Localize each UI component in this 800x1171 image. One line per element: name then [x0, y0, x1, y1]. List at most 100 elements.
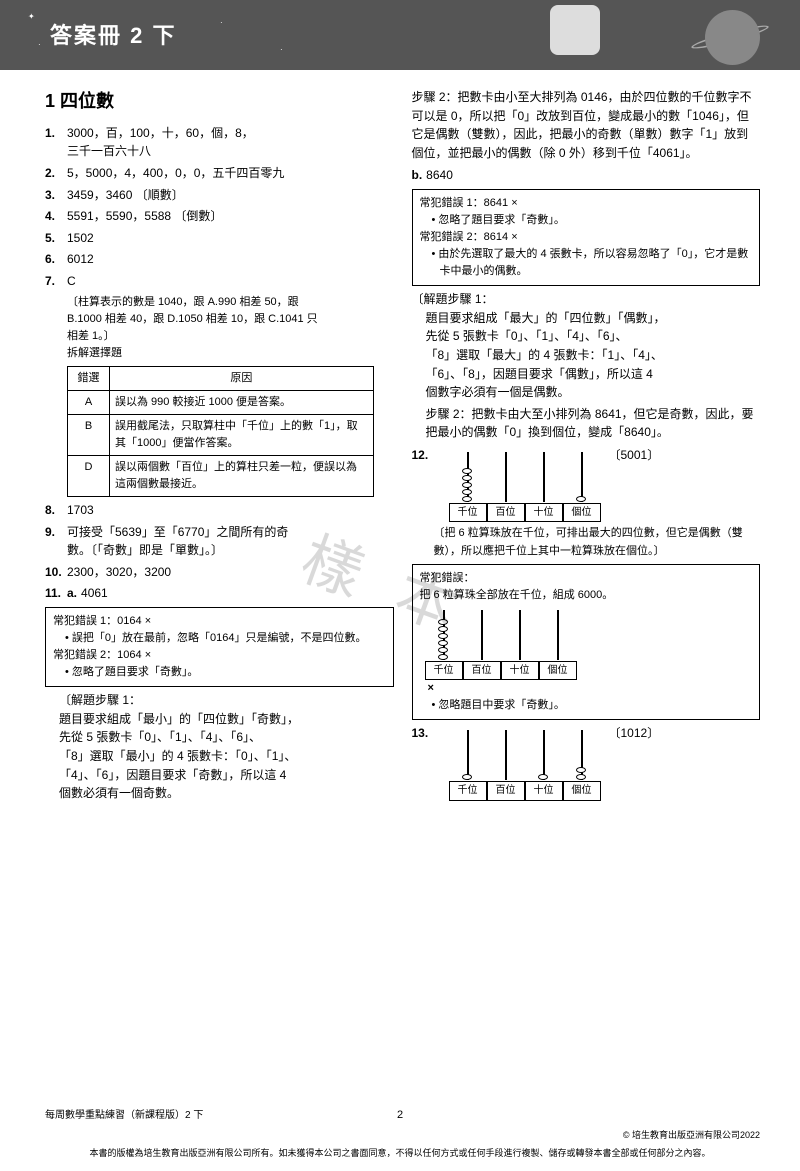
disclaimer: 本書的版權為培生教育出版亞洲有限公司所有。如未獲得本公司之書面同意，不得以任何方… [0, 1146, 800, 1159]
footer-book-title: 每周數學重點練習（新課程版）2 下 [45, 1106, 203, 1121]
sub-label: b. [412, 168, 423, 182]
answer-text: 3000，百，100，十，60，個，8， [67, 124, 394, 143]
answer-text: 3459，3460 〔順數〕 [67, 186, 394, 205]
place-label: 百位 [487, 781, 525, 801]
answer-text: 8640 [426, 168, 453, 182]
item-number: 1. [45, 124, 67, 161]
answer-item: 2.5，5000，4，400，0，0，五千四百零九 [45, 164, 394, 183]
step-text: 「8」選取「最小」的 4 張數卡：「0」、「1」、 [59, 747, 394, 766]
robot-icon [550, 5, 600, 55]
box-bullet: • 忽略了題目要求「奇數」。 [432, 212, 753, 229]
cell: D [68, 456, 110, 497]
answer-item: 1. 3000，百，100，十，60，個，8， 三千一百六十八 [45, 124, 394, 161]
step-text: 先從 5 張數卡「0」、「1」、「4」、「6」、 [59, 728, 394, 747]
item-number: 13. [412, 724, 434, 801]
abacus-diagram: 千位 百位 十位 個位 × [420, 610, 753, 698]
answer-item: 10.2300，3020，3200 [45, 563, 394, 582]
copyright: © 培生教育出版亞洲有限公司2022 [623, 1128, 760, 1141]
content: 1 四位數 1. 3000，百，100，十，60，個，8， 三千一百六十八 2.… [0, 70, 800, 814]
box-bullet: • 忽略了題目要求「奇數」。 [65, 664, 386, 681]
place-label: 千位 [449, 781, 487, 801]
planet-icon [705, 10, 760, 65]
mistake-box: 常犯錯誤 1：0164 × • 誤把「0」放在最前，忽略「0164」只是編號，不… [45, 607, 394, 687]
mistake-box: 常犯錯誤 1：8641 × • 忽略了題目要求「奇數」。 常犯錯誤 2：8614… [412, 189, 761, 286]
box-bullet: • 誤把「0」放在最前，忽略「0164」只是編號，不是四位數。 [65, 630, 386, 647]
answer-text: 4061 [81, 586, 108, 600]
place-label: 十位 [525, 781, 563, 801]
section-title: 1 四位數 [45, 88, 394, 116]
box-bullet: • 由於先選取了最大的 4 張數卡，所以容易忽略了「0」，它才是數卡中最小的偶數… [432, 246, 753, 280]
answer-item: 13. 千位 百位 [412, 724, 761, 801]
answer-item: 11.a.4061 [45, 584, 394, 603]
note: 〔把 6 粒算珠放在千位，可排出最大的四位數，但它是偶數（雙數），所以應把千位上… [434, 525, 761, 559]
step-text: 「4」、「6」，因題目要求「奇數」，所以這 4 [59, 766, 394, 785]
cell: A [68, 390, 110, 414]
header-cell: 原因 [110, 366, 374, 390]
place-label: 個位 [563, 781, 601, 801]
answer-text: 1502 [67, 229, 394, 248]
place-label: 千位 [425, 661, 463, 681]
answer-item: 7.C [45, 272, 394, 291]
answer-item: 6.6012 [45, 250, 394, 269]
box-line: 把 6 粒算珠全部放在千位，組成 6000。 [420, 587, 753, 604]
mistake-table: 錯選原因 A誤以為 990 較接近 1000 便是答案。 B誤用截尾法，只取算柱… [67, 366, 374, 497]
answer-text: 三千一百六十八 [67, 142, 394, 161]
item-number: 12. [412, 446, 434, 560]
answer-text: 6012 [67, 250, 394, 269]
cross-icon: × [428, 682, 434, 694]
table-title: 拆解選擇題 [67, 345, 394, 362]
abacus-diagram: 千位 百位 十位 個位 [434, 446, 601, 523]
cell: 誤以為 990 較接近 1000 便是答案。 [110, 390, 374, 414]
answer-text: C [67, 272, 394, 291]
header-cell: 錯選 [68, 366, 110, 390]
step-text: 「8」選取「最大」的 4 張數卡：「1」、「4」、 [426, 346, 761, 365]
answer-item: 3.3459，3460 〔順數〕 [45, 186, 394, 205]
place-label: 百位 [463, 661, 501, 681]
right-column: 步驟 2：把數卡由小至大排列為 0146，由於四位數的千位數字不可以是 0，所以… [412, 88, 761, 804]
answer-item: 5.1502 [45, 229, 394, 248]
paragraph: 步驟 2：把數卡由小至大排列為 0146，由於四位數的千位數字不可以是 0，所以… [412, 88, 761, 162]
note: 相差 1。〕 [67, 328, 394, 345]
box-line: 常犯錯誤 1：0164 × [53, 613, 386, 630]
answer-text: 5591，5590，5588 〔倒數〕 [67, 207, 394, 226]
step-text: 步驟 2：把數卡由大至小排列為 8641，但它是奇數，因此，要把最小的偶數「0」… [426, 405, 761, 442]
cell: 誤以兩個數「百位」上的算柱只差一粒，便誤以為這兩個數最接近。 [110, 456, 374, 497]
header-banner: ✦ · · · 答案冊 2 下 [0, 0, 800, 70]
cell: 誤用截尾法，只取算柱中「千位」上的數「1」，取其「1000」便當作答案。 [110, 414, 374, 455]
step-text: 個數字必須有一個是偶數。 [426, 383, 761, 402]
step-text: 〔解題步驟 1： [59, 691, 394, 710]
place-label: 十位 [525, 503, 563, 523]
answer-item: 12. 千位 百位 [412, 446, 761, 560]
answer-text: 2300，3020，3200 [67, 563, 394, 582]
answer-item: b.8640 [412, 166, 761, 185]
answer-text: 1703 [67, 501, 394, 520]
place-label: 個位 [539, 661, 577, 681]
abacus-diagram: 千位 百位 十位 個位 [434, 724, 601, 801]
answer-text: 數。〔「奇數」即是「單數」。〕 [67, 541, 394, 560]
answer-item: 9.可接受「5639」至「6770」之間所有的奇數。〔「奇數」即是「單數」。〕 [45, 523, 394, 560]
note: B.1000 相差 40，跟 D.1050 相差 10，跟 C.1041 只 [67, 311, 394, 328]
note: 〔柱算表示的數是 1040，跟 A.990 相差 50，跟 [67, 294, 394, 311]
box-line: 常犯錯誤 1：8641 × [420, 195, 753, 212]
answer-text: 〔1012〕 [609, 724, 660, 743]
box-line: 常犯錯誤： [420, 570, 753, 587]
step-text: 〔解題步驟 1： [412, 290, 761, 309]
cell: B [68, 414, 110, 455]
answer-text: 5，5000，4，400，0，0，五千四百零九 [67, 164, 394, 183]
header-title: 答案冊 2 下 [50, 18, 770, 50]
place-label: 十位 [501, 661, 539, 681]
page-number: 2 [397, 1109, 403, 1121]
step-text: 題目要求組成「最小」的「四位數」「奇數」， [59, 710, 394, 729]
star-icon: · [280, 45, 283, 54]
star-icon: · [38, 40, 41, 49]
answer-item: 4.5591，5590，5588 〔倒數〕 [45, 207, 394, 226]
left-column: 1 四位數 1. 3000，百，100，十，60，個，8， 三千一百六十八 2.… [45, 88, 394, 804]
box-bullet: • 忽略題目中要求「奇數」。 [432, 697, 753, 714]
answer-text: 可接受「5639」至「6770」之間所有的奇 [67, 523, 394, 542]
page: ✦ · · · 答案冊 2 下 樣本 1 四位數 1. 3000，百，100，十… [0, 0, 800, 1171]
box-line: 常犯錯誤 2：1064 × [53, 647, 386, 664]
sub-label: a. [67, 586, 77, 600]
answer-text: 〔5001〕 [609, 446, 660, 465]
mistake-box: 常犯錯誤： 把 6 粒算珠全部放在千位，組成 6000。 千位 百位 十位 個位 [412, 564, 761, 721]
place-label: 百位 [487, 503, 525, 523]
